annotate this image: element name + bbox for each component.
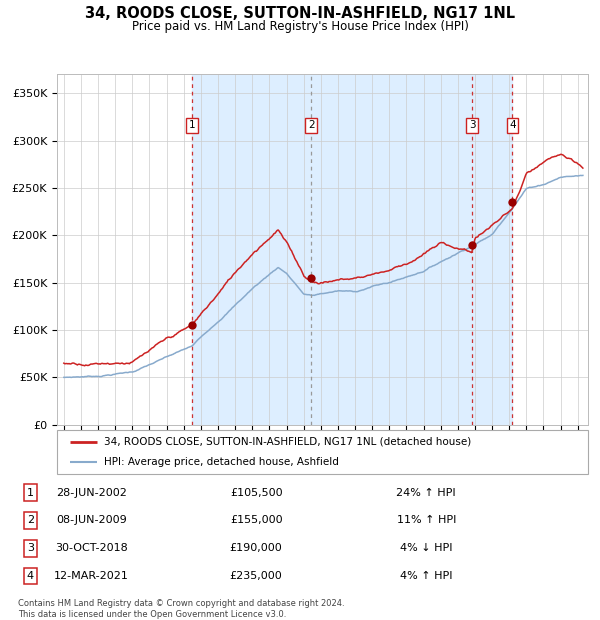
FancyBboxPatch shape (57, 430, 588, 474)
Text: 4: 4 (27, 571, 34, 582)
Text: 34, ROODS CLOSE, SUTTON-IN-ASHFIELD, NG17 1NL (detached house): 34, ROODS CLOSE, SUTTON-IN-ASHFIELD, NG1… (104, 436, 471, 447)
Text: £105,500: £105,500 (230, 487, 283, 498)
Bar (192, 74, 512, 425)
Text: 1: 1 (189, 120, 196, 130)
Text: Contains HM Land Registry data © Crown copyright and database right 2024.
This d: Contains HM Land Registry data © Crown c… (18, 600, 344, 619)
Text: 4% ↓ HPI: 4% ↓ HPI (400, 543, 452, 554)
Text: 24% ↑ HPI: 24% ↑ HPI (397, 487, 456, 498)
Text: 08-JUN-2009: 08-JUN-2009 (56, 515, 127, 526)
Text: 12-MAR-2021: 12-MAR-2021 (54, 571, 129, 582)
Text: 4% ↑ HPI: 4% ↑ HPI (400, 571, 452, 582)
Text: 4: 4 (509, 120, 516, 130)
Text: £155,000: £155,000 (230, 515, 283, 526)
Text: 2: 2 (308, 120, 314, 130)
Text: 30-OCT-2018: 30-OCT-2018 (55, 543, 128, 554)
Text: 3: 3 (469, 120, 475, 130)
Text: 11% ↑ HPI: 11% ↑ HPI (397, 515, 456, 526)
Text: HPI: Average price, detached house, Ashfield: HPI: Average price, detached house, Ashf… (104, 457, 338, 467)
Text: 1: 1 (27, 487, 34, 498)
Text: 2: 2 (27, 515, 34, 526)
Text: 34, ROODS CLOSE, SUTTON-IN-ASHFIELD, NG17 1NL: 34, ROODS CLOSE, SUTTON-IN-ASHFIELD, NG1… (85, 6, 515, 21)
Text: Price paid vs. HM Land Registry's House Price Index (HPI): Price paid vs. HM Land Registry's House … (131, 20, 469, 33)
Text: 28-JUN-2002: 28-JUN-2002 (56, 487, 127, 498)
Text: £235,000: £235,000 (230, 571, 283, 582)
Text: £190,000: £190,000 (230, 543, 283, 554)
Text: 3: 3 (27, 543, 34, 554)
